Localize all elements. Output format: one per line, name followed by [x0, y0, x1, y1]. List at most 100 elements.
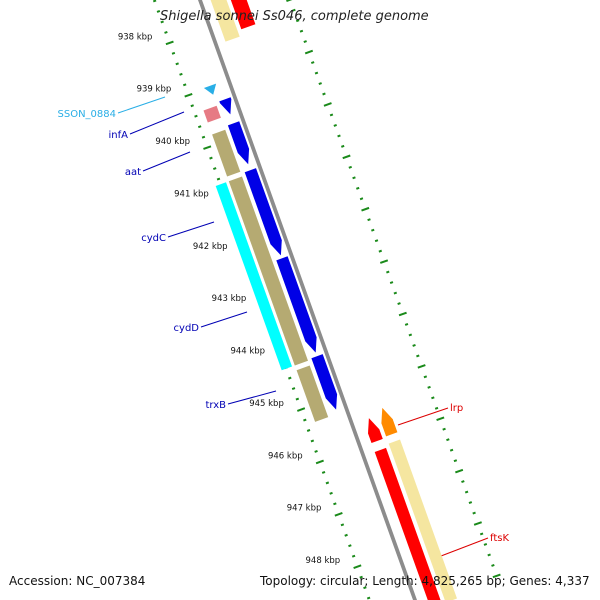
gene-label-cydD: cydD — [174, 323, 200, 334]
tick-label: 938 kbp — [118, 32, 153, 42]
tick-mark — [455, 468, 464, 474]
tick-mark — [361, 206, 370, 212]
tick-label: 941 kbp — [174, 189, 209, 199]
gene-ftsK — [388, 439, 457, 600]
tick-mark — [164, 30, 168, 34]
cds-infA — [219, 97, 232, 115]
cds-bar-top-reverse — [230, 0, 256, 30]
tick-mark — [434, 406, 439, 410]
tick-mark — [296, 407, 306, 412]
tick-mark — [404, 323, 409, 326]
gene-label-SSON_0884: SSON_0884 — [58, 109, 117, 120]
tick-mark — [379, 259, 389, 264]
tick-mark — [479, 532, 484, 536]
tick-label: 942 kbp — [193, 242, 228, 252]
tick-mark — [152, 0, 157, 3]
tick-mark — [325, 481, 330, 485]
tick-marks — [152, 0, 501, 600]
cds-trxB — [311, 354, 338, 410]
tick-mark — [367, 218, 371, 222]
tick-mark — [344, 533, 348, 537]
tick-mark — [299, 29, 304, 33]
label-layer: 938 kbp 939 kbp 940 kbp 941 kbp 942 kbp 943 k… — [58, 32, 510, 566]
tick-label: 945 kbp — [249, 399, 284, 409]
tick-mark — [374, 239, 379, 243]
tick-mark — [472, 511, 476, 515]
label-leader-line — [167, 221, 215, 238]
gene-label-ftsK: ftsK — [490, 533, 509, 544]
genome-summary-text: Topology: circular; Length: 4,825,265 bp… — [260, 574, 590, 588]
cds-cydC — [244, 168, 282, 256]
gene-cydC-annotation — [215, 182, 292, 371]
cds-aat — [227, 121, 250, 165]
tick-mark — [179, 72, 183, 76]
tick-mark — [348, 544, 352, 548]
label-leader-line — [142, 151, 191, 172]
tick-label: 943 kbp — [212, 294, 247, 304]
gene-bar-top-reverse — [210, 0, 240, 42]
tick-label: 944 kbp — [230, 347, 265, 357]
gene-label-infA: infA — [109, 130, 129, 141]
gene-trxB — [296, 365, 329, 422]
tick-mark — [333, 502, 337, 506]
tick-mark — [304, 49, 314, 55]
label-leader-line — [440, 537, 489, 557]
tick-mark — [295, 19, 300, 23]
gene-cydC — [228, 176, 308, 366]
genome-title: Shigella sonnei Ss046, complete genome — [160, 9, 429, 24]
tick-mark — [453, 459, 458, 463]
tick-label: 948 kbp — [306, 556, 341, 566]
tick-mark — [337, 134, 341, 138]
tick-mark — [175, 62, 179, 66]
tick-mark — [371, 228, 375, 232]
gene-infA — [212, 129, 241, 177]
tick-mark — [291, 387, 296, 391]
tick-mark — [303, 40, 307, 44]
tick-mark — [449, 448, 454, 452]
label-leader-line — [227, 390, 277, 405]
tick-mark — [212, 167, 217, 171]
tick-label: 939 kbp — [137, 85, 172, 95]
tick-mark — [216, 177, 221, 181]
tick-mark — [314, 450, 318, 453]
tick-mark — [378, 249, 383, 253]
tick-mark — [483, 543, 488, 546]
tick-mark — [340, 523, 345, 527]
tick-mark — [329, 113, 334, 117]
tick-mark — [340, 144, 345, 148]
genome-backbone — [198, 0, 417, 600]
tick-mark — [359, 197, 364, 201]
tick-mark — [464, 490, 469, 494]
tick-mark — [203, 145, 212, 150]
tick-mark — [461, 480, 465, 484]
tick-mark — [442, 427, 446, 431]
tick-mark — [491, 563, 495, 567]
tick-mark — [160, 20, 164, 24]
tick-mark — [190, 104, 194, 108]
tick-mark — [286, 0, 293, 2]
tick-mark — [321, 470, 326, 474]
tick-mark — [292, 8, 296, 12]
tick-mark — [468, 501, 473, 505]
tick-mark — [303, 418, 307, 422]
tick-mark — [423, 375, 428, 379]
gene-label-lrp: lrp — [450, 403, 463, 414]
tick-mark — [310, 439, 315, 443]
tick-mark — [359, 575, 363, 579]
tick-mark — [194, 114, 198, 118]
tick-mark — [356, 186, 360, 190]
tick-mark — [318, 82, 322, 85]
tick-mark — [315, 459, 324, 465]
cds-lrp — [368, 418, 383, 443]
tick-mark — [288, 376, 292, 380]
label-leader-line — [129, 111, 185, 135]
tick-mark — [209, 156, 213, 160]
tick-mark — [295, 397, 300, 401]
tick-mark — [323, 102, 332, 107]
tick-mark — [417, 364, 426, 369]
label-leader-lines — [117, 96, 489, 557]
tick-mark — [446, 438, 450, 442]
tick-mark — [416, 354, 420, 358]
tick-mark — [184, 92, 193, 98]
